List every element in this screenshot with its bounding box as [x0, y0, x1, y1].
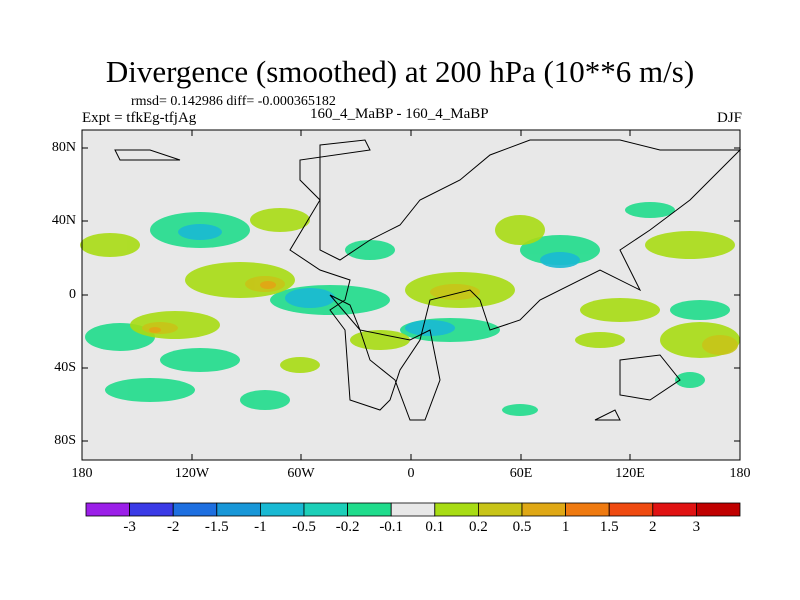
colorbar-swatch: [303, 502, 348, 517]
colorbar-swatch: [259, 502, 305, 517]
y-tick-label: 0: [69, 287, 76, 302]
x-tick-label: 120W: [174, 466, 210, 481]
subtitle-label: 160_4_MaBP - 160_4_MaBP: [310, 106, 489, 122]
tick-marks: [81, 130, 741, 460]
colorbar-swatch: [477, 502, 523, 517]
colorbar-label: -0.5: [292, 519, 316, 535]
x-tick-label: 180: [729, 466, 751, 481]
colorbar-label: 1: [561, 519, 570, 535]
x-tick-label: 60W: [287, 466, 315, 481]
colorbar-label: -1.5: [204, 519, 229, 535]
colorbar-label: 1.5: [599, 519, 619, 535]
x-tick-label: 60E: [509, 466, 533, 481]
y-tick-label: 40S: [54, 360, 76, 375]
colorbar-label: 2: [649, 519, 657, 535]
colorbar-swatch: [608, 502, 654, 517]
experiment-label: Expt = tfkEg-tfjAg: [82, 110, 197, 126]
colorbar-label: -3: [123, 519, 136, 535]
colorbar-swatch: [85, 502, 130, 517]
colorbar-label: 0.5: [512, 519, 532, 535]
plot-title: Divergence (smoothed) at 200 hPa (10**6 …: [105, 54, 695, 89]
colorbar-swatch: [521, 502, 566, 517]
colorbar-label: -2: [166, 519, 180, 535]
colorbar-swatch: [129, 502, 174, 517]
y-tick-label: 40N: [51, 213, 76, 228]
coastlines: [114, 139, 742, 421]
y-tick-label: 80N: [51, 140, 76, 155]
colorbar-swatch: [172, 502, 218, 517]
colorbar-swatch: [390, 502, 436, 517]
colorbar-swatch: [565, 502, 610, 517]
y-tick-label: 80S: [54, 433, 76, 448]
colorbar-label: 0.2: [469, 519, 488, 535]
stats-line: rmsd= 0.142986 diff= -0.000365182: [131, 94, 336, 109]
x-tick-label: 180: [71, 466, 93, 481]
season-label: DJF: [716, 110, 742, 126]
colorbar-swatch: [347, 502, 392, 517]
colorbar-label: -0.2: [335, 519, 360, 535]
colorbar-label: 3: [692, 519, 701, 535]
colorbar-label: -0.1: [379, 519, 404, 535]
colorbar-label: 0.1: [425, 519, 445, 535]
contour-field: [80, 202, 740, 416]
colorbar: [85, 502, 741, 517]
colorbar-swatch: [652, 502, 697, 517]
colorbar-swatch: [216, 502, 261, 517]
x-tick-label: 120E: [615, 466, 645, 481]
x-tick-label: 0: [407, 466, 415, 481]
colorbar-swatch: [434, 502, 479, 517]
colorbar-swatch: [696, 502, 741, 517]
colorbar-label: -1: [254, 519, 267, 535]
